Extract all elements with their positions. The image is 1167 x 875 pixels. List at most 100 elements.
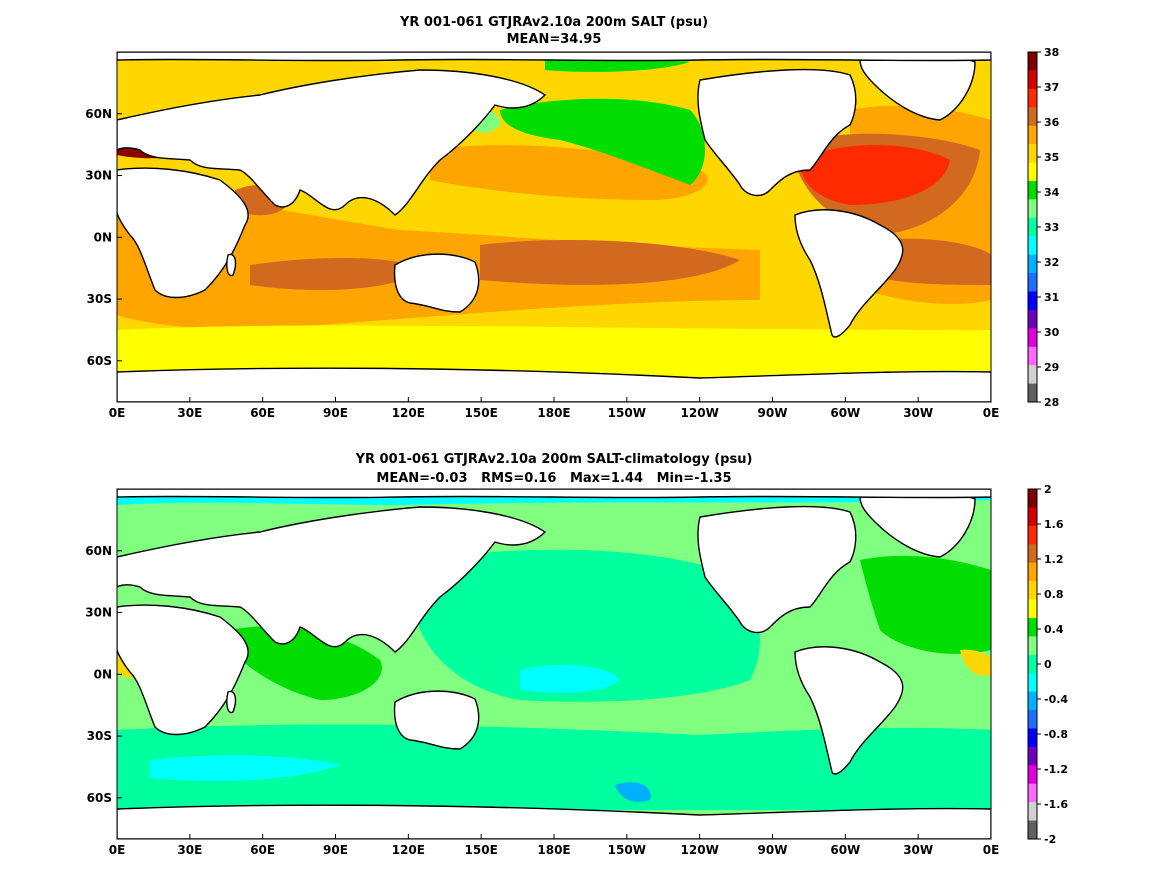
land-eurasia: [117, 69, 547, 216]
colorbar-tick-label: -2: [1044, 833, 1056, 846]
colorbar-tick-label: 2: [1044, 483, 1052, 496]
land-north-america-2: [697, 505, 857, 634]
colorbar-swatch: [1028, 365, 1037, 385]
colorbar-swatch: [1028, 52, 1037, 71]
land-arctic-islands-2: [117, 489, 991, 499]
panel1-map: [117, 52, 991, 402]
colorbar-swatch: [1028, 346, 1037, 366]
colorbar-tick-label: 0.8: [1044, 588, 1064, 601]
y-tick-label: 0N: [94, 667, 112, 681]
x-tick-label: 120W: [681, 406, 719, 420]
panel1-colorbar: 38 37 36 35 34 33 32 31 30 29 28: [1027, 46, 1060, 409]
anomaly-neg-south: [117, 724, 991, 810]
colorbar-swatch: [1028, 162, 1037, 182]
x-tick-label: 150E: [465, 843, 498, 857]
anomaly-pos-indian: [230, 626, 382, 700]
colorbar-swatch: [1028, 507, 1037, 527]
colorbar-swatch: [1028, 273, 1037, 292]
colorbar-tick-label: 28: [1044, 396, 1059, 409]
land-arctic-islands: [117, 52, 991, 62]
colorbar-swatch: [1028, 70, 1037, 90]
land-australia-2: [393, 690, 480, 750]
land-africa-2: [117, 604, 249, 736]
panel2-title: YR 001-061 GTJRAv2.10a 200m SALT-climato…: [355, 452, 753, 467]
colorbar-tick-label: 0.4: [1044, 623, 1064, 636]
colorbar-tick-label: 35: [1044, 151, 1059, 164]
colorbar-tick-label: 36: [1044, 116, 1060, 129]
colorbar-swatch: [1028, 525, 1037, 545]
anomaly-neg-south-core: [150, 755, 340, 782]
x-tick-label: 90W: [758, 843, 788, 857]
colorbar-swatch: [1028, 544, 1037, 564]
x-tick-label: 60W: [830, 406, 860, 420]
colorbar-swatch: [1028, 673, 1037, 693]
anomaly-neg-south-core2: [615, 782, 651, 802]
x-tick-label: 30W: [903, 406, 933, 420]
colorbar-swatch: [1028, 802, 1037, 822]
colorbar-swatch: [1028, 636, 1037, 656]
colorbar-swatch: [1028, 489, 1037, 508]
colorbar-swatch: [1028, 617, 1037, 637]
y-tick-label: 30N: [85, 606, 112, 620]
colorbar-swatch: [1028, 144, 1037, 164]
y-tick-label: 60S: [87, 791, 112, 805]
x-tick-label: 90E: [323, 843, 348, 857]
colorbar-swatch: [1028, 383, 1037, 403]
land-north-america: [697, 68, 857, 197]
land-madagascar: [226, 253, 237, 277]
salinity-band-37: [800, 145, 950, 205]
y-tick-label: 60N: [85, 544, 112, 558]
colorbar-swatch: [1028, 125, 1037, 145]
panel1-y-ticks: 60N 30N 0N 30S 60S: [85, 107, 122, 368]
colorbar-tick-label: 1.2: [1044, 553, 1064, 566]
panel2-map: [117, 489, 991, 839]
x-tick-label: 120E: [392, 843, 425, 857]
x-tick-label: 60E: [250, 843, 275, 857]
panel2-y-ticks: 60N 30N 0N 30S 60S: [85, 544, 122, 805]
y-tick-label: 60S: [87, 354, 112, 368]
y-tick-label: 60N: [85, 107, 112, 121]
anomaly-pos-atlantic: [860, 555, 991, 654]
x-tick-label: 30E: [177, 406, 202, 420]
x-tick-label: 180E: [537, 843, 570, 857]
x-tick-label: 120W: [681, 843, 719, 857]
colorbar-swatch: [1028, 710, 1037, 729]
colorbar-tick-label: -0.8: [1044, 728, 1068, 741]
colorbar-swatch: [1028, 783, 1037, 803]
land-south-america-2: [794, 646, 904, 775]
colorbar-swatch: [1028, 236, 1037, 256]
x-tick-label: 30E: [177, 843, 202, 857]
panel1-title: YR 001-061 GTJRAv2.10a 200m SALT (psu): [399, 15, 708, 30]
colorbar-swatch: [1028, 107, 1037, 127]
y-tick-label: 30S: [87, 292, 112, 306]
x-tick-label: 0E: [109, 843, 126, 857]
x-tick-label: 90W: [758, 406, 788, 420]
colorbar-tick-label: -1.6: [1044, 798, 1068, 811]
land-eurasia-2: [117, 506, 547, 653]
salinity-band-36-sp: [480, 240, 740, 285]
colorbar-tick-label: 30: [1044, 326, 1060, 339]
colorbar-tick-label: 29: [1044, 361, 1059, 374]
x-tick-label: 0E: [109, 406, 126, 420]
colorbar-swatch: [1028, 746, 1037, 766]
colorbar-tick-label: -1.2: [1044, 763, 1068, 776]
panel-salinity-anomaly: YR 001-061 GTJRAv2.10a 200m SALT-climato…: [85, 452, 1068, 857]
anomaly-neg-pacific: [415, 549, 760, 702]
colorbar-swatch: [1028, 328, 1037, 348]
panel2-subtitle: MEAN=-0.03 RMS=0.16 Max=1.44 Min=-1.35: [376, 471, 731, 486]
colorbar-swatch: [1028, 599, 1037, 619]
panel2-x-ticks: 0E 30E 60E 90E 120E 150E 180E 150W 120W 90W 60W 30W…: [109, 834, 1000, 857]
x-tick-label: 120E: [392, 406, 425, 420]
colorbar-tick-label: 32: [1044, 256, 1059, 269]
panel1-subtitle: MEAN=34.95: [507, 32, 602, 47]
x-tick-label: 150E: [465, 406, 498, 420]
colorbar-swatch: [1028, 291, 1037, 311]
colorbar-swatch: [1028, 728, 1037, 748]
anomaly-pos-guinea: [960, 649, 991, 676]
colorbar-swatch: [1028, 217, 1037, 237]
land-masses: [117, 52, 991, 402]
colorbar-swatch: [1028, 562, 1037, 582]
x-tick-label: 0E: [983, 843, 1000, 857]
colorbar-tick-label: 0: [1044, 658, 1052, 671]
